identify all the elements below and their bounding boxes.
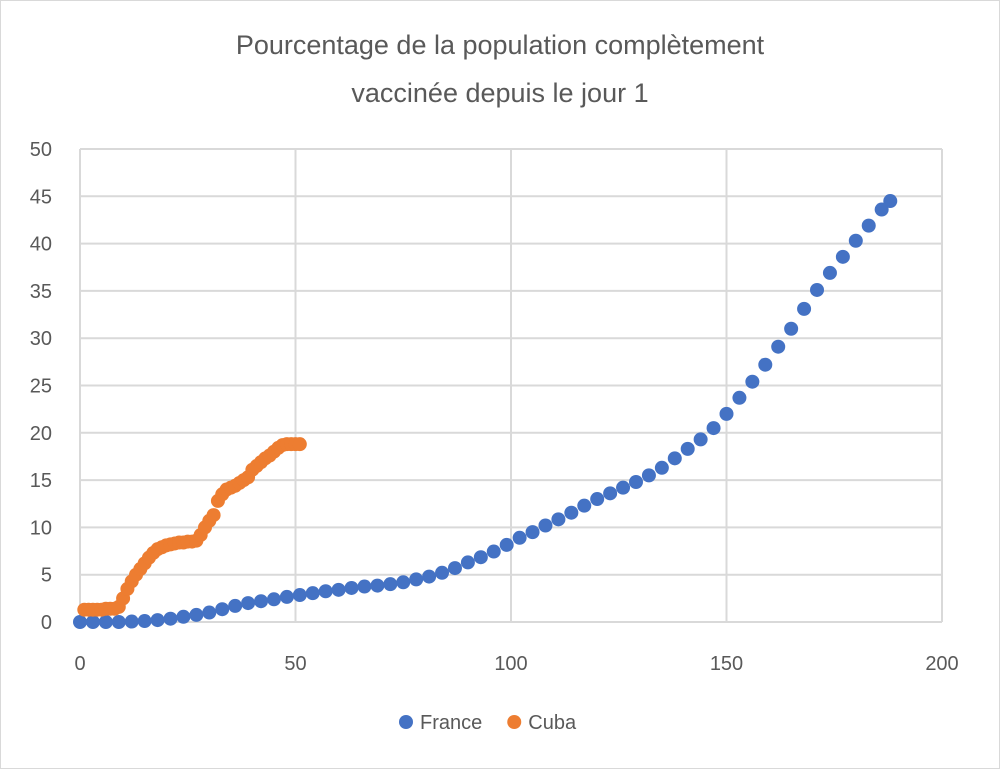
y-tick-label: 45 bbox=[30, 186, 52, 208]
data-point-cuba bbox=[292, 437, 307, 452]
data-point-france bbox=[305, 586, 320, 601]
x-tick-label: 150 bbox=[710, 653, 743, 675]
data-point-france bbox=[745, 374, 760, 389]
x-tick-label: 50 bbox=[284, 653, 306, 675]
legend-marker-france bbox=[399, 715, 413, 729]
data-point-france bbox=[732, 390, 747, 405]
data-point-france bbox=[616, 480, 631, 495]
data-point-france bbox=[189, 607, 204, 622]
data-point-france bbox=[331, 582, 346, 597]
data-point-france bbox=[163, 611, 178, 626]
data-point-cuba bbox=[206, 508, 221, 523]
data-point-france bbox=[137, 614, 152, 629]
data-point-france bbox=[435, 565, 450, 580]
data-point-france bbox=[266, 592, 281, 607]
data-point-france bbox=[202, 605, 217, 620]
x-tick-label: 200 bbox=[925, 653, 958, 675]
data-point-france bbox=[318, 584, 333, 599]
data-point-france bbox=[797, 301, 812, 316]
data-point-france bbox=[525, 525, 540, 540]
data-point-france bbox=[680, 441, 695, 456]
data-point-france bbox=[835, 249, 850, 264]
data-point-france bbox=[706, 421, 721, 436]
data-point-france bbox=[667, 451, 682, 466]
data-point-france bbox=[215, 602, 230, 617]
data-point-france bbox=[693, 432, 708, 447]
data-point-france bbox=[279, 589, 294, 604]
y-tick-label: 10 bbox=[30, 517, 52, 539]
data-point-france bbox=[241, 596, 256, 611]
data-point-france bbox=[292, 588, 307, 603]
data-point-france bbox=[357, 579, 372, 594]
data-point-france bbox=[861, 218, 876, 233]
data-point-france bbox=[499, 537, 514, 552]
y-tick-label: 15 bbox=[30, 470, 52, 492]
data-point-france bbox=[124, 614, 139, 629]
data-point-france bbox=[150, 613, 165, 628]
data-point-france bbox=[874, 202, 889, 217]
chart-title-line-1: Pourcentage de la population complètemen… bbox=[235, 30, 765, 60]
data-point-france bbox=[784, 321, 799, 336]
data-point-france bbox=[73, 615, 87, 629]
data-point-france bbox=[370, 578, 385, 593]
data-point-france bbox=[460, 555, 475, 570]
data-point-france bbox=[473, 550, 488, 565]
data-point-france bbox=[822, 265, 837, 280]
y-tick-label: 40 bbox=[30, 234, 52, 256]
y-tick-label: 30 bbox=[30, 328, 52, 350]
y-tick-label: 5 bbox=[41, 565, 52, 587]
legend-label-france: France bbox=[420, 712, 482, 734]
legend-label-cuba: Cuba bbox=[528, 712, 577, 734]
data-point-france bbox=[512, 530, 527, 545]
x-tick-label: 0 bbox=[74, 653, 85, 675]
data-point-france bbox=[654, 460, 669, 475]
data-point-france bbox=[538, 518, 553, 533]
chart-title-line-2: vaccinée depuis le jour 1 bbox=[351, 78, 649, 108]
data-point-france bbox=[344, 580, 359, 595]
data-point-france bbox=[883, 194, 898, 209]
data-point-france bbox=[447, 561, 462, 576]
data-point-france bbox=[758, 357, 773, 372]
y-tick-label: 0 bbox=[41, 612, 52, 634]
data-point-france bbox=[641, 468, 656, 483]
data-point-france bbox=[228, 598, 243, 613]
data-point-france bbox=[628, 474, 643, 489]
data-point-france bbox=[564, 505, 579, 520]
data-point-france bbox=[383, 577, 398, 592]
data-point-france bbox=[577, 498, 592, 513]
y-tick-label: 35 bbox=[30, 281, 52, 303]
data-point-france bbox=[719, 406, 734, 421]
data-point-france bbox=[98, 615, 113, 629]
data-point-france bbox=[551, 512, 566, 527]
data-point-france bbox=[590, 492, 605, 507]
data-point-france bbox=[111, 615, 126, 629]
data-point-france bbox=[603, 486, 618, 501]
data-point-france bbox=[85, 615, 100, 629]
y-tick-label: 25 bbox=[30, 376, 52, 398]
data-point-france bbox=[254, 594, 269, 609]
data-point-france bbox=[848, 233, 863, 248]
y-tick-label: 50 bbox=[30, 139, 52, 161]
x-tick-label: 100 bbox=[494, 653, 527, 675]
y-tick-label: 20 bbox=[30, 423, 52, 445]
data-point-france bbox=[771, 339, 786, 354]
data-point-france bbox=[409, 572, 424, 587]
legend-marker-cuba bbox=[507, 715, 522, 729]
data-point-france bbox=[176, 609, 191, 624]
data-point-france bbox=[810, 282, 825, 297]
data-point-france bbox=[422, 569, 437, 584]
data-point-france bbox=[396, 575, 411, 590]
data-point-france bbox=[486, 544, 501, 559]
